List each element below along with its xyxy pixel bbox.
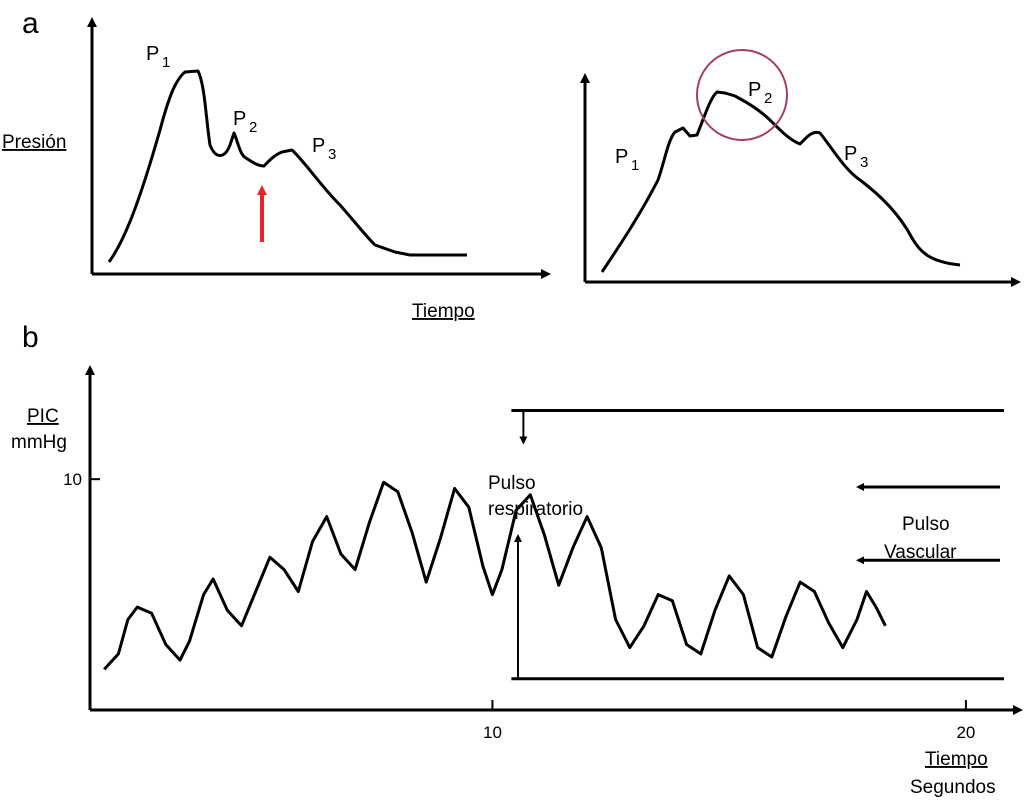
chart-b-x-title: Tiempo (925, 749, 988, 770)
chart-a-left-peak-2: P (233, 108, 246, 130)
panel-a-letter: a (22, 7, 39, 40)
chart-a-right-peak-1-sub: 1 (631, 157, 639, 174)
chart-a-left-waveform (107, 69, 467, 263)
chart-b: 10 20 10 PIC mmHg Tiempo Segundos Pulso re… (11, 365, 1023, 798)
chart-a-right-peak-3-sub: 3 (860, 154, 868, 171)
chart-a-left-peak-1-sub: 1 (162, 54, 170, 71)
chart-a-left-y-title: Presión (2, 132, 66, 153)
chart-a-left-peak-2-sub: 2 (249, 119, 257, 136)
respiratory-label-line2: respiratorio (488, 499, 583, 520)
chart-a-right-peak-3: P (844, 143, 857, 165)
chart-b-y-unit: mmHg (11, 432, 67, 453)
chart-a-right: P 1 P 2 P 3 (580, 49, 1021, 287)
vascular-label-line1: Pulso (902, 514, 950, 535)
chart-b-y-title: PIC (27, 406, 59, 427)
pic-waveform (103, 480, 887, 671)
respiratory-label-line1: Pulso (488, 473, 536, 494)
p2-highlight-circle (696, 49, 788, 141)
x-tick-label: 10 (483, 723, 502, 742)
chart-a-left-peak-3-sub: 3 (328, 146, 336, 163)
chart-a-right-waveform (600, 90, 961, 273)
chart-a-left-peak-1: P (146, 43, 159, 65)
chart-a-left-x-title: Tiempo (412, 301, 475, 322)
chart-a-left-peak-3: P (312, 135, 325, 157)
y-tick-label: 10 (63, 470, 82, 489)
x-tick-label: 20 (956, 723, 975, 742)
chart-a-right-peak-2: P (748, 79, 761, 101)
chart-b-x-unit: Segundos (910, 777, 996, 798)
chart-a-right-peak-1: P (615, 146, 628, 168)
vascular-label-line2: Vascular (884, 542, 957, 563)
chart-a-right-peak-2-sub: 2 (764, 90, 772, 107)
panel-b-letter: b (22, 321, 39, 354)
chart-a-left: P 1 P 2 P 3 Presión Tiempo (2, 17, 551, 322)
